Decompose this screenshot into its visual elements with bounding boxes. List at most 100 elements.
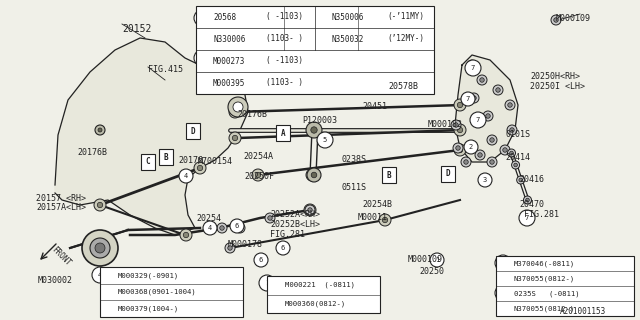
Circle shape: [316, 10, 330, 24]
Circle shape: [490, 160, 494, 164]
Circle shape: [495, 285, 511, 301]
Circle shape: [311, 172, 317, 178]
Circle shape: [454, 123, 458, 127]
Circle shape: [232, 109, 237, 115]
Circle shape: [486, 114, 490, 118]
Circle shape: [235, 223, 245, 233]
Circle shape: [307, 168, 321, 182]
Circle shape: [94, 199, 106, 211]
Text: 2: 2: [501, 260, 505, 266]
Circle shape: [278, 244, 288, 254]
Text: 7: 7: [471, 65, 475, 71]
Text: M00011: M00011: [358, 213, 388, 222]
Text: M000273: M000273: [213, 57, 245, 66]
Text: 20568: 20568: [213, 12, 236, 21]
Text: 20254A: 20254A: [243, 152, 273, 161]
Circle shape: [308, 208, 312, 212]
Circle shape: [101, 268, 115, 282]
Text: (1103- ): (1103- ): [266, 78, 303, 87]
Text: 20176: 20176: [178, 156, 203, 165]
Circle shape: [260, 258, 264, 262]
Text: P120003: P120003: [302, 116, 337, 125]
Text: 1: 1: [435, 257, 439, 263]
Circle shape: [194, 10, 210, 26]
Circle shape: [268, 216, 272, 220]
Circle shape: [309, 172, 315, 178]
Text: M000329(-0901): M000329(-0901): [118, 272, 179, 279]
Text: 4: 4: [98, 272, 102, 278]
Text: 20250I <LH>: 20250I <LH>: [530, 82, 585, 91]
Text: 20157A<LH>: 20157A<LH>: [36, 203, 86, 212]
Bar: [496, 256, 634, 316]
Circle shape: [228, 246, 232, 250]
Circle shape: [305, 205, 315, 215]
Circle shape: [90, 238, 110, 258]
Circle shape: [483, 111, 493, 121]
Text: 20152: 20152: [122, 24, 152, 34]
Circle shape: [311, 127, 317, 133]
Text: N330006: N330006: [213, 35, 245, 44]
Circle shape: [509, 128, 515, 132]
Circle shape: [194, 50, 210, 66]
Circle shape: [551, 15, 561, 25]
Text: M370046(-0811): M370046(-0811): [514, 260, 575, 267]
Circle shape: [519, 210, 535, 226]
Circle shape: [524, 196, 531, 204]
Circle shape: [508, 149, 515, 157]
Circle shape: [477, 153, 483, 157]
Text: M000368(0901-1004): M000368(0901-1004): [118, 289, 196, 295]
Circle shape: [458, 102, 463, 108]
Text: M000395: M000395: [213, 78, 245, 87]
Circle shape: [257, 255, 267, 265]
Text: 20157 <RH>: 20157 <RH>: [36, 194, 86, 203]
Text: 7: 7: [321, 14, 325, 20]
Text: M000221  (-0811): M000221 (-0811): [285, 282, 355, 289]
Text: (-’11MY): (-’11MY): [387, 12, 424, 21]
Circle shape: [98, 128, 102, 132]
Text: 3: 3: [502, 291, 506, 297]
Bar: [276, 125, 290, 141]
Text: N350032: N350032: [332, 35, 364, 44]
Text: 5: 5: [202, 14, 206, 20]
Circle shape: [306, 169, 318, 181]
Text: M000182: M000182: [428, 120, 463, 129]
Circle shape: [268, 278, 282, 292]
Circle shape: [453, 143, 463, 153]
Text: 20250: 20250: [419, 267, 444, 276]
Circle shape: [252, 169, 264, 181]
Circle shape: [265, 213, 275, 223]
Text: M700154: M700154: [198, 157, 233, 166]
Bar: [141, 154, 155, 170]
Text: N370055(0812-): N370055(0812-): [514, 305, 575, 312]
Circle shape: [519, 178, 522, 182]
Text: 3: 3: [483, 177, 487, 183]
Circle shape: [197, 10, 211, 24]
Circle shape: [317, 132, 333, 148]
Text: 20414: 20414: [505, 153, 530, 162]
Text: 6: 6: [281, 245, 285, 251]
Text: 5: 5: [200, 15, 204, 21]
Text: 6: 6: [200, 55, 204, 61]
Circle shape: [237, 226, 243, 230]
Circle shape: [255, 172, 260, 178]
Circle shape: [461, 92, 475, 106]
Text: 1: 1: [265, 280, 269, 286]
Bar: [100, 267, 243, 317]
Text: N350006: N350006: [332, 12, 364, 21]
Circle shape: [454, 144, 466, 156]
Circle shape: [470, 63, 474, 67]
Circle shape: [525, 198, 529, 202]
Circle shape: [514, 163, 517, 167]
Text: D: D: [445, 170, 451, 179]
Text: M000109: M000109: [408, 255, 443, 264]
Text: 3: 3: [501, 290, 505, 296]
Circle shape: [478, 173, 492, 187]
Text: 20250F: 20250F: [244, 172, 274, 181]
Circle shape: [490, 138, 494, 142]
Text: 4: 4: [184, 173, 188, 179]
Text: M000379(1004-): M000379(1004-): [118, 305, 179, 312]
Circle shape: [503, 148, 508, 152]
Circle shape: [197, 165, 203, 171]
Circle shape: [229, 106, 241, 118]
Text: 6: 6: [259, 257, 263, 263]
